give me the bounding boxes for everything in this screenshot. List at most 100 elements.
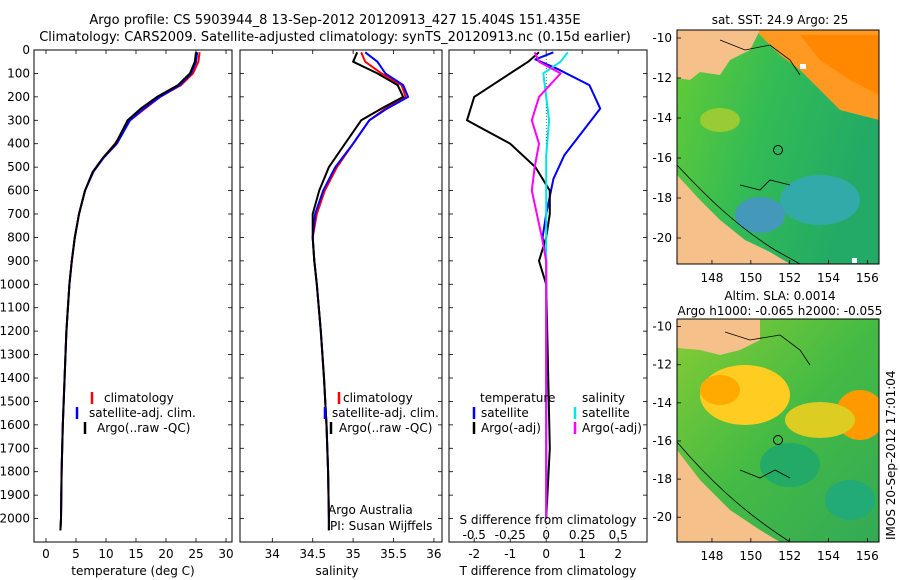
x-tick-label: 35.5 xyxy=(380,547,407,561)
y-tick-label: 1700 xyxy=(0,441,30,455)
diff-legend-header-salinity: salinity xyxy=(582,391,625,405)
map-x-tick-label: 148 xyxy=(701,549,724,563)
salinity-annotation-line1: Argo Australia xyxy=(328,503,413,517)
sst-map xyxy=(677,30,879,264)
difference-xlabel: T difference from climatology xyxy=(459,564,637,578)
y-tick-label: 600 xyxy=(7,184,30,198)
x-tick-label: 0 xyxy=(42,547,50,561)
series-difference-salinity-argo-adj xyxy=(530,51,562,519)
top-tick-label: -0.5 xyxy=(462,528,485,542)
difference-legend: temperature salinity satellite Argo(-adj… xyxy=(472,391,642,435)
y-tick-label: 100 xyxy=(7,66,30,80)
y-tick-label: 300 xyxy=(7,113,30,127)
map-y-tick-label: -14 xyxy=(652,396,672,410)
map-x-tick-label: 156 xyxy=(856,549,879,563)
series-salinity-argo-raw-qc xyxy=(311,51,405,531)
salinity-panel: 34 34.5 35 35.5 36 xyxy=(239,49,443,561)
top-tick-label: 0 xyxy=(542,528,550,542)
salinity-xlabel: salinity xyxy=(315,564,358,578)
figure-title-line2: Climatology: CARS2009. Satellite-adjuste… xyxy=(39,30,631,45)
x-tick-label: 34 xyxy=(265,547,280,561)
top-tick-label: 0.5 xyxy=(609,528,628,542)
map-x-tick-label: 148 xyxy=(701,271,724,285)
x-tick-label: 10 xyxy=(98,547,113,561)
y-tick-label: 1500 xyxy=(0,394,30,408)
diff-legend-label-t-argo: Argo(-adj) xyxy=(481,421,541,435)
temperature-panel: 0 100 200 300 400 500 600 700 800 900 1000 1100 1200… xyxy=(0,43,234,561)
x-tick-label: 35 xyxy=(345,547,360,561)
y-tick-label: 700 xyxy=(7,207,30,221)
diff-legend-label-t-satellite: satellite xyxy=(481,406,529,420)
map-y-tick-label: -18 xyxy=(652,191,672,205)
sst-land-new-guinea xyxy=(677,30,760,80)
sal-legend-label-satellite: satellite-adj. clim. xyxy=(332,406,439,420)
top-tick-label: -0.25 xyxy=(495,528,526,542)
sla-map-frame xyxy=(676,318,880,543)
map-y-tick-label: -10 xyxy=(652,31,672,45)
sst-map-frame xyxy=(676,29,880,265)
y-tick-label: 500 xyxy=(7,160,30,174)
map-y-tick-label: -10 xyxy=(652,320,672,334)
diff-legend-header-temperature: temperature xyxy=(480,391,555,405)
temperature-legend: climatology satellite-adj. clim. Argo(..… xyxy=(75,391,196,435)
map-y-tick-label: -20 xyxy=(652,231,672,245)
map-x-tick-label: 152 xyxy=(778,271,801,285)
sst-map-axes: 148 150 152 154 156 -10 -12 -14 -16 -18 -20 xyxy=(652,31,878,285)
series-difference-temperature-satellite xyxy=(534,51,602,519)
series-difference-temperature-argo-adj xyxy=(466,51,551,519)
map-y-tick-label: -14 xyxy=(652,111,672,125)
salinity-annotation-line2: PI: Susan Wijffels xyxy=(330,519,432,533)
y-tick-label: 1600 xyxy=(0,418,30,432)
map-x-tick-label: 156 xyxy=(856,271,879,285)
panel-frame xyxy=(239,49,443,543)
map-y-tick-label: -18 xyxy=(652,472,672,486)
map-x-tick-label: 154 xyxy=(817,271,840,285)
x-tick-label: 0 xyxy=(542,547,550,561)
x-tick-label: 5 xyxy=(72,547,80,561)
difference-panel: -2 -1 0 1 2 -0.5 -0.25 0 0.25 0.5 xyxy=(448,49,648,561)
x-tick-label: 20 xyxy=(158,547,173,561)
y-tick-label: 1100 xyxy=(0,301,30,315)
x-tick-label: -2 xyxy=(468,547,480,561)
y-tick-label: 800 xyxy=(7,230,30,244)
y-tick-label: 1300 xyxy=(0,348,30,362)
x-tick-label: 1 xyxy=(578,547,586,561)
y-tick-label: 1900 xyxy=(0,488,30,502)
x-tick-label: 36 xyxy=(426,547,441,561)
sla-map xyxy=(677,319,879,542)
series-temperature-argo-raw-qc xyxy=(59,52,197,531)
y-tick-label: 1200 xyxy=(0,324,30,338)
y-tick-label: 1800 xyxy=(0,465,30,479)
y-tick-label: 1000 xyxy=(0,277,30,291)
map-y-tick-label: -16 xyxy=(652,434,672,448)
map-y-tick-label: -20 xyxy=(652,510,672,524)
panel-frame xyxy=(33,49,233,543)
temp-legend-label-climatology: climatology xyxy=(104,391,174,405)
sst-patch xyxy=(700,108,740,132)
series-temperature-satellite-adj-clim xyxy=(59,52,199,531)
map-x-tick-label: 150 xyxy=(739,549,762,563)
sla-map-title-line2: Argo h1000: -0.065 h2000: -0.055 xyxy=(678,304,883,318)
y-tick-label: 1400 xyxy=(0,371,30,385)
sal-legend-label-argo: Argo(..raw -QC) xyxy=(339,421,432,435)
series-difference-salinity-satellite xyxy=(542,51,569,519)
temperature-xlabel: temperature (deg C) xyxy=(71,564,194,578)
x-tick-label: 15 xyxy=(128,547,143,561)
diff-legend-label-s-argo: Argo(-adj) xyxy=(582,421,642,435)
sla-low-region xyxy=(760,443,820,487)
x-tick-label: 34.5 xyxy=(299,547,326,561)
y-tick-label: 400 xyxy=(7,137,30,151)
sla-argo-position-marker xyxy=(773,435,783,445)
sla-map-axes: 148 150 152 154 156 -10 -12 -14 -16 -18 -20 xyxy=(652,320,878,563)
map-x-tick-label: 150 xyxy=(739,271,762,285)
x-tick-label: 25 xyxy=(188,547,203,561)
map-x-tick-label: 152 xyxy=(778,549,801,563)
temp-legend-label-argo: Argo(..raw -QC) xyxy=(97,421,190,435)
y-tick-label: 2000 xyxy=(0,512,30,526)
sal-legend-label-climatology: climatology xyxy=(343,391,413,405)
y-tick-label: 200 xyxy=(7,90,30,104)
sst-argo-position-marker xyxy=(773,145,783,155)
y-tick-label: 900 xyxy=(7,254,30,268)
